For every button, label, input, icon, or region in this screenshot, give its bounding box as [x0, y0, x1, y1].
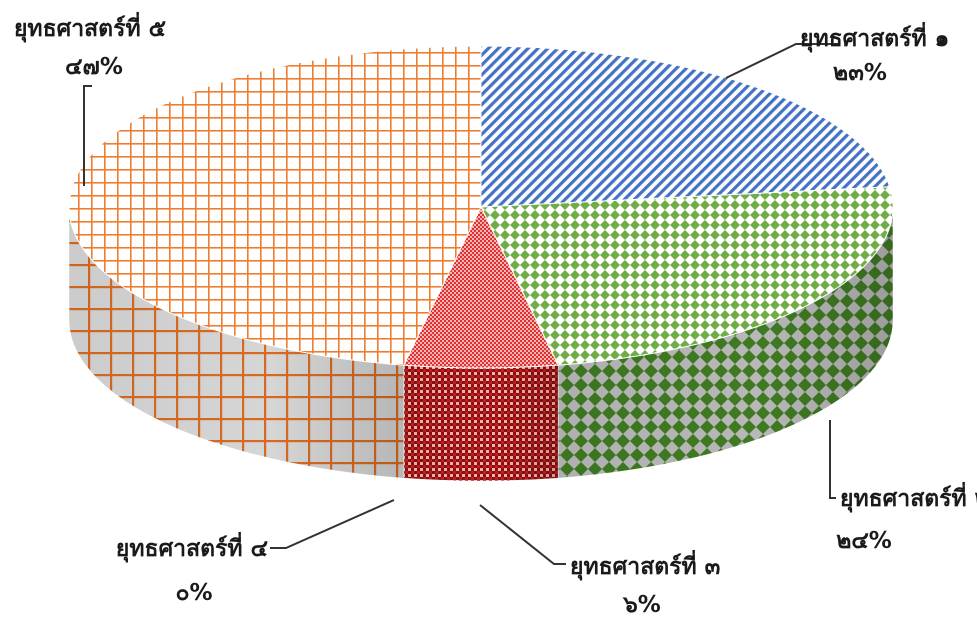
slice-label-1: ยุทธศาสตร์ที่ ๑: [800, 21, 949, 53]
slice-value-3: ๖%: [622, 592, 661, 618]
pie-side-shade-2: [558, 207, 893, 479]
slice-label-3: ยุทธศาสตร์ที่ ๓: [570, 549, 720, 581]
pie-side-shade-3: [403, 365, 559, 482]
leader-line-2: [829, 420, 836, 499]
leader-line-3: [479, 504, 566, 565]
slice-value-4: ๐%: [175, 580, 212, 606]
slice-value-5: ๔๗%: [65, 54, 123, 80]
pie-slice-5: [68, 45, 482, 366]
slice-label-5: ยุทธศาสตร์ที่ ๕: [14, 11, 166, 43]
slice-label-2: ยุทธศาสตร์ที่ ๒: [840, 481, 977, 513]
pie-sides: [68, 206, 894, 482]
pie-slice-3: [403, 205, 559, 369]
leader-line-4: [270, 499, 395, 549]
pie-top-faces: [68, 45, 894, 369]
pie-slice-2: [480, 186, 894, 366]
pie-slice-1: [480, 45, 891, 208]
pie-side-shade-5: [69, 207, 404, 479]
slice-value-1: ๒๓%: [833, 60, 887, 86]
leader-lines: [83, 43, 838, 565]
leader-line-5: [83, 85, 92, 186]
slice-value-2: ๒๔%: [836, 528, 892, 554]
leader-line-1: [725, 43, 838, 79]
slice-labels: ยุทธศาสตร์ที่ ๑๒๓% ยุทธศาสตร์ที่ ๒๒๔% ยุทธ…: [14, 11, 977, 618]
slice-label-4: ยุทธศาสตร์ที่ ๔: [116, 531, 268, 563]
